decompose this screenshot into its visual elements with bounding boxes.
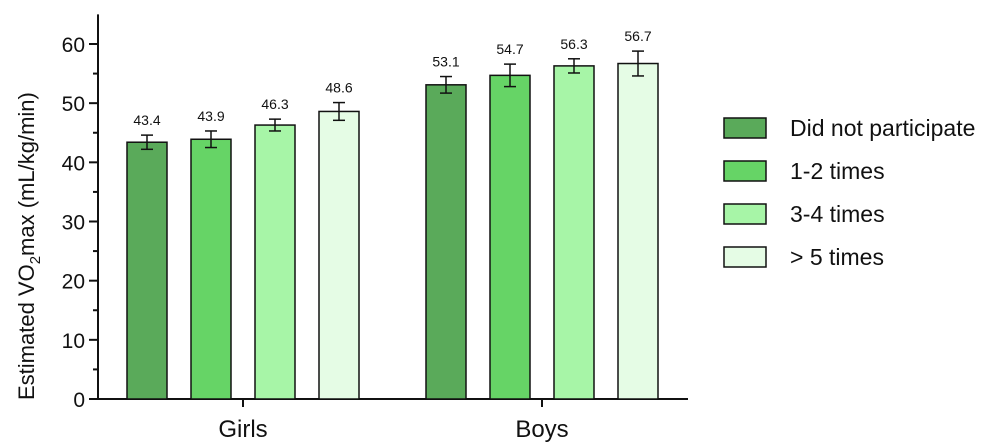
x-category-label: Girls [218, 416, 267, 443]
data-labels: 43.4 53.1 43.9 54.7 46.3 56.3 48.6 56.7 [133, 28, 651, 128]
legend-label: > 5 times [790, 244, 884, 270]
legend: Did not participate 1-2 times 3-4 times > 5… [723, 115, 975, 270]
bars [126, 50, 659, 400]
legend-swatch [723, 203, 767, 225]
bar [126, 141, 168, 400]
data-label: 43.4 [133, 112, 160, 128]
y-axis-label-subscript: 2 [27, 256, 44, 264]
data-label: 56.3 [560, 36, 587, 52]
bar [553, 65, 595, 400]
y-axis-label: Estimated VO2max (mL/kg/min) [14, 92, 44, 400]
legend-label: 1-2 times [790, 158, 885, 184]
data-label: 53.1 [432, 54, 459, 70]
data-label: 56.7 [624, 28, 651, 44]
y-tick-label: 30 [62, 212, 85, 235]
bar [617, 62, 659, 400]
data-label: 46.3 [261, 96, 288, 112]
data-label: 43.9 [197, 108, 224, 124]
y-tick-label: 50 [62, 93, 85, 116]
bar [318, 110, 360, 400]
legend-label: 3-4 times [790, 201, 885, 227]
y-tick-label: 0 [73, 389, 85, 412]
y-tick-label: 10 [62, 330, 85, 353]
x-category-label: Boys [515, 416, 568, 443]
data-label: 48.6 [325, 80, 352, 96]
bar [190, 138, 232, 400]
legend-label: Did not participate [790, 115, 975, 141]
bar [425, 84, 467, 400]
y-tick-label: 40 [62, 152, 85, 175]
bar [489, 74, 531, 400]
y-tick-label: 60 [62, 34, 85, 57]
data-label: 54.7 [496, 41, 523, 57]
legend-swatch [723, 160, 767, 182]
y-tick-label: 20 [62, 271, 85, 294]
legend-swatch [723, 246, 767, 268]
bar [254, 124, 296, 400]
legend-swatch [723, 117, 767, 139]
